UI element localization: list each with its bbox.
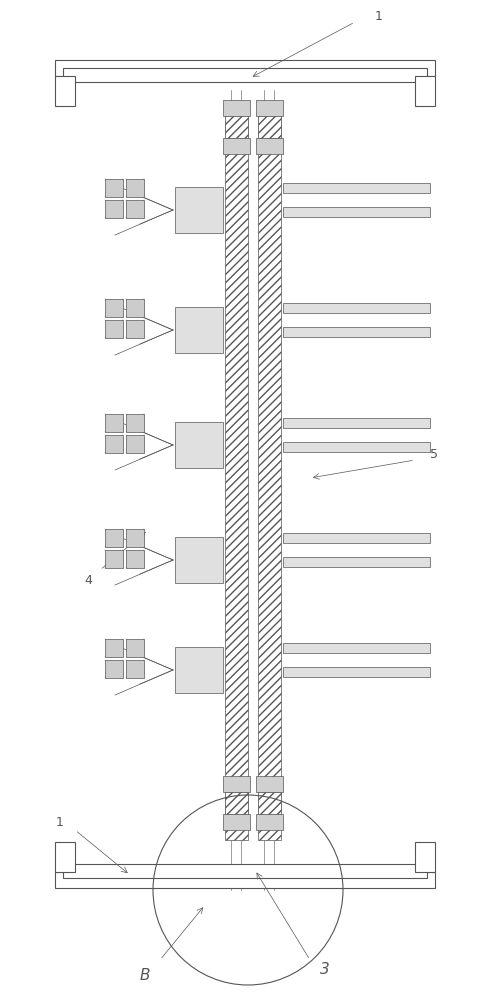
Bar	[126, 299, 144, 317]
Bar	[223, 776, 250, 792]
Bar	[105, 299, 123, 317]
Bar	[225, 792, 248, 814]
Bar	[175, 187, 223, 233]
Bar	[55, 872, 435, 888]
Bar	[105, 550, 123, 568]
Bar	[63, 864, 427, 878]
Bar	[283, 667, 430, 677]
Bar	[223, 138, 250, 154]
Bar	[415, 842, 435, 872]
Bar	[283, 533, 430, 543]
Text: 5: 5	[430, 448, 438, 462]
Bar	[126, 660, 144, 678]
Bar	[105, 435, 123, 453]
Bar	[256, 814, 283, 830]
Bar	[225, 116, 248, 138]
Text: 1: 1	[56, 816, 64, 828]
Bar	[105, 320, 123, 338]
Bar	[105, 529, 123, 547]
Bar	[126, 414, 144, 432]
Text: 1: 1	[375, 9, 383, 22]
Bar	[105, 200, 123, 218]
Bar	[256, 776, 283, 792]
Bar	[258, 792, 281, 814]
Bar	[105, 179, 123, 197]
Bar	[283, 207, 430, 217]
Bar	[126, 320, 144, 338]
Bar	[126, 639, 144, 657]
Bar	[55, 842, 75, 872]
Bar	[223, 100, 250, 116]
Bar	[105, 660, 123, 678]
Bar	[126, 529, 144, 547]
Bar	[256, 138, 283, 154]
Bar	[126, 179, 144, 197]
Bar	[283, 643, 430, 653]
Bar	[283, 327, 430, 337]
Bar	[256, 100, 283, 116]
Bar	[55, 76, 75, 106]
Bar	[175, 307, 223, 353]
Bar	[175, 647, 223, 693]
Bar	[283, 557, 430, 567]
Bar	[415, 76, 435, 106]
Bar	[126, 200, 144, 218]
Bar	[105, 639, 123, 657]
Bar	[258, 115, 281, 840]
Text: 4: 4	[84, 574, 92, 586]
Bar	[126, 435, 144, 453]
Bar	[283, 183, 430, 193]
Bar	[283, 303, 430, 313]
Bar	[283, 418, 430, 428]
Text: 3: 3	[320, 962, 330, 978]
Bar	[223, 814, 250, 830]
Bar	[225, 115, 248, 840]
Bar	[63, 68, 427, 82]
Bar	[175, 422, 223, 468]
Bar	[283, 442, 430, 452]
Text: B: B	[140, 968, 150, 982]
Bar	[55, 60, 435, 76]
Bar	[175, 537, 223, 583]
Bar	[105, 414, 123, 432]
Bar	[126, 550, 144, 568]
Bar	[258, 116, 281, 138]
